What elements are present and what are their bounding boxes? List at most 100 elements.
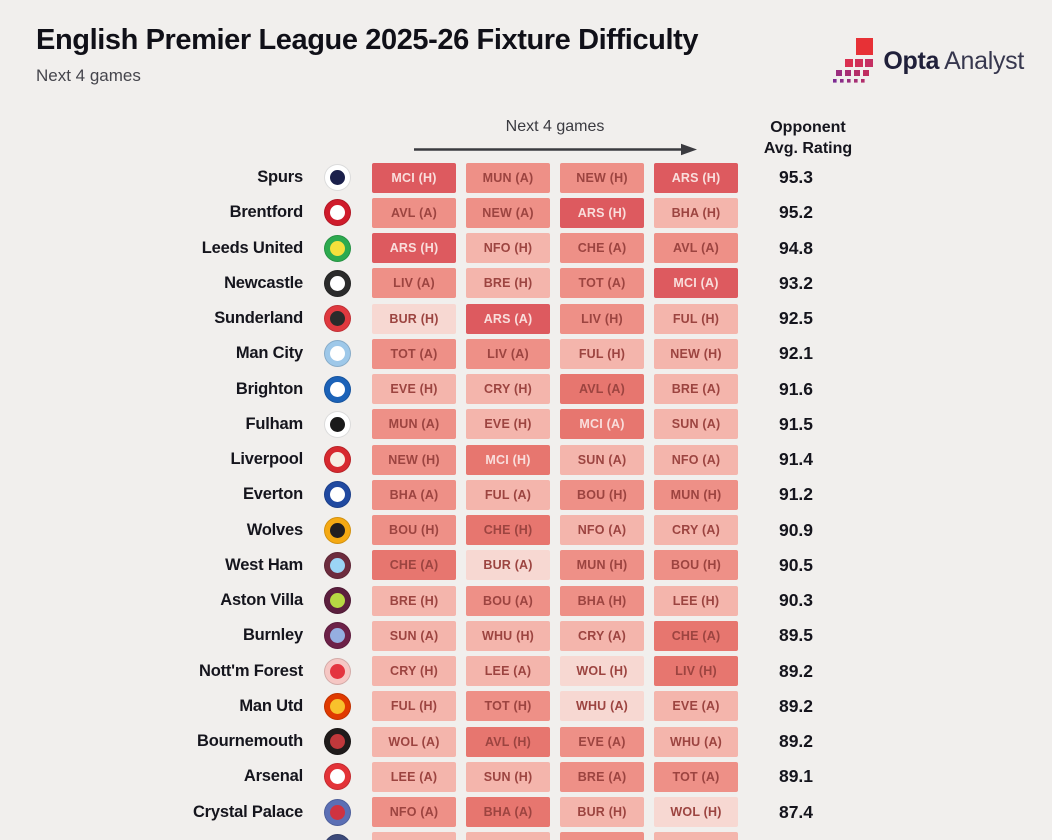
fixture-cell: MUN (A) bbox=[466, 162, 550, 193]
fixture-cell-slot: WOL (H) bbox=[654, 797, 748, 828]
fixture-cell: NFO (A) bbox=[560, 515, 644, 546]
team-crest-cell bbox=[303, 516, 372, 544]
fixture-cell-slot: NEW (H) bbox=[654, 338, 748, 369]
fixture-cell-slot: MCI (H) bbox=[466, 444, 560, 475]
rating-value: 92.5 bbox=[778, 308, 814, 329]
team-crest-cell bbox=[303, 763, 372, 791]
fixture-cell: MCI (A) bbox=[560, 409, 644, 440]
fixture-cell: EVE (H) bbox=[466, 409, 550, 440]
fixture-cell: ARS (H) bbox=[560, 197, 644, 228]
table-row: Nott'm Forest CRY (H) LEE (A) WOL (H) LIV (H… bbox=[0, 654, 1052, 689]
fixture-cell bbox=[372, 832, 456, 840]
fixture-cell: TOT (A) bbox=[372, 338, 456, 369]
table-row bbox=[0, 830, 1052, 840]
fixture-cell-slot: AVL (A) bbox=[372, 197, 466, 228]
team-crest-inner bbox=[330, 698, 345, 714]
fixture-cell-slot: NFO (A) bbox=[654, 444, 748, 475]
team-crest-inner bbox=[330, 522, 345, 538]
fixture-cell: AVL (A) bbox=[560, 374, 644, 405]
fixture-cell-slot: NEW (A) bbox=[466, 197, 560, 228]
fixture-cell-slot: FUL (H) bbox=[560, 338, 654, 369]
team-crest-icon bbox=[324, 340, 351, 368]
table-row: Aston Villa BRE (H) BOU (A) BHA (H) LEE (H) 9… bbox=[0, 583, 1052, 618]
logo-analyst-text: Analyst bbox=[944, 46, 1024, 75]
fixture-cell: NEW (H) bbox=[654, 338, 738, 369]
fixture-cell-slot: BOU (H) bbox=[654, 550, 748, 581]
fixture-cell-slot: MCI (A) bbox=[654, 268, 748, 299]
rating-value: 89.5 bbox=[778, 625, 814, 646]
rating-value: 95.2 bbox=[778, 202, 814, 223]
fixture-cell-slot: EVE (A) bbox=[654, 691, 748, 722]
rating-value: 89.2 bbox=[778, 660, 814, 681]
fixture-cell-slot: ARS (H) bbox=[654, 162, 748, 193]
fixture-cell: FUL (H) bbox=[654, 303, 738, 334]
table-row: Arsenal LEE (A) SUN (H) BRE (A) TOT (A) 89.1 bbox=[0, 759, 1052, 794]
fixture-cell-slot: SUN (H) bbox=[466, 761, 560, 792]
team-crest-icon bbox=[324, 657, 351, 685]
team-crest-inner bbox=[330, 346, 345, 362]
table-row: Man City TOT (A) LIV (A) FUL (H) NEW (H) 92.1 bbox=[0, 336, 1052, 371]
team-crest-icon bbox=[324, 269, 351, 297]
fixture-cell: EVE (A) bbox=[560, 726, 644, 757]
team-crest-icon bbox=[324, 728, 351, 756]
team-name: Spurs bbox=[257, 168, 303, 187]
team-crest-cell bbox=[303, 410, 372, 438]
table-row: West Ham CHE (A) BUR (A) MUN (H) BOU (H) 90.5 bbox=[0, 548, 1052, 583]
team-name: Burnley bbox=[242, 626, 303, 645]
fixture-cell: BRE (H) bbox=[372, 585, 456, 616]
fixture-cell: LEE (A) bbox=[466, 656, 550, 687]
team-crest-cell bbox=[303, 375, 372, 403]
fixture-cell-slot: LIV (A) bbox=[372, 268, 466, 299]
rating-value: 89.2 bbox=[778, 731, 814, 752]
team-crest-cell bbox=[303, 657, 372, 685]
fixture-cell: AVL (H) bbox=[466, 726, 550, 757]
fixture-cell: BHA (H) bbox=[560, 585, 644, 616]
team-crest-icon bbox=[324, 551, 351, 579]
team-crest-icon bbox=[324, 446, 351, 474]
team-name: Leeds United bbox=[201, 238, 303, 257]
fixture-cell-slot: BRE (H) bbox=[372, 585, 466, 616]
fixture-cell: LIV (A) bbox=[372, 268, 456, 299]
fixture-cell: FUL (A) bbox=[466, 479, 550, 510]
fixture-cell-slot: SUN (A) bbox=[560, 444, 654, 475]
fixture-cell-slot: BHA (H) bbox=[560, 585, 654, 616]
fixture-cell: MUN (H) bbox=[560, 550, 644, 581]
team-crest-cell bbox=[303, 340, 372, 368]
fixture-cell: CRY (H) bbox=[372, 656, 456, 687]
fixture-cell-slot: TOT (A) bbox=[372, 338, 466, 369]
fixture-cell: MUN (A) bbox=[372, 409, 456, 440]
fixture-cell-slot: EVE (A) bbox=[560, 726, 654, 757]
fixture-cell bbox=[654, 832, 738, 840]
fixture-cell: BOU (A) bbox=[466, 585, 550, 616]
opta-triangle-icon bbox=[833, 38, 874, 83]
opta-analyst-logo: Opta Analyst bbox=[833, 38, 1024, 84]
team-crest-icon bbox=[324, 375, 351, 403]
rating-header: Opponent Avg. Rating bbox=[730, 118, 886, 160]
team-crest-inner bbox=[330, 593, 345, 609]
fixture-cell bbox=[466, 832, 550, 840]
fixture-cell: MCI (A) bbox=[654, 268, 738, 299]
team-crest-icon bbox=[324, 798, 351, 826]
team-crest-inner bbox=[330, 628, 345, 644]
team-crest-cell bbox=[303, 728, 372, 756]
team-crest-cell bbox=[303, 164, 372, 192]
fixture-cell-slot: BHA (A) bbox=[372, 479, 466, 510]
fixture-cell-slot: AVL (A) bbox=[654, 233, 748, 264]
team-crest-cell bbox=[303, 622, 372, 650]
fixture-cell: SUN (A) bbox=[560, 444, 644, 475]
logo-opta-text: Opta bbox=[883, 46, 940, 75]
rating-value: 90.9 bbox=[778, 519, 814, 540]
fixture-cell-slot: WOL (A) bbox=[372, 726, 466, 757]
team-crest-icon bbox=[324, 516, 351, 544]
rating-header-line1: Opponent bbox=[770, 119, 846, 136]
fixture-cell: MCI (H) bbox=[372, 162, 456, 193]
fixture-cell-slot: TOT (H) bbox=[466, 691, 560, 722]
fixture-cell: SUN (A) bbox=[654, 409, 738, 440]
fixture-cell-slot: WHU (A) bbox=[560, 691, 654, 722]
rating-value: 90.3 bbox=[778, 590, 814, 611]
team-crest-inner bbox=[330, 240, 345, 256]
fixture-cell-slot: BOU (A) bbox=[466, 585, 560, 616]
fixture-cell-slot: ARS (H) bbox=[560, 197, 654, 228]
team-crest-cell bbox=[303, 833, 372, 840]
